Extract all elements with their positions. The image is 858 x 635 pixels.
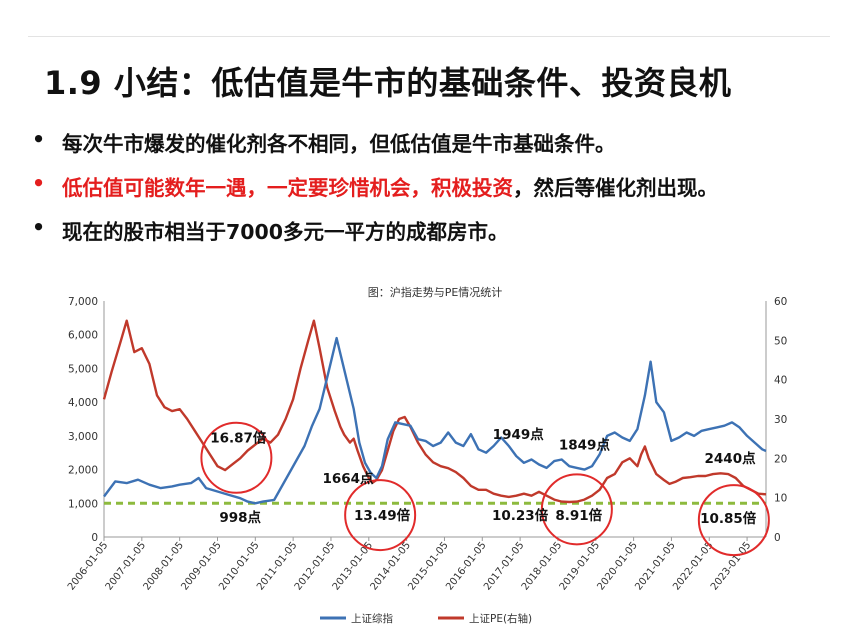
bullet-text: 每次牛市爆发的催化剂各不相同，但低估值是牛市基础条件。 xyxy=(62,132,616,156)
bullet-item: • 低估值可能数年一遇，一定要珍惜机会，积极投资 ，然后等催化剂出现。 xyxy=(28,171,848,215)
annotation-label: 8.91倍 xyxy=(555,507,602,524)
annotation-label: 1849点 xyxy=(559,436,611,453)
bullet-marker: • xyxy=(32,171,46,195)
annotation-label: 10.23倍 xyxy=(492,507,549,524)
slide-title: 1.9 小结：低估值是牛市的基础条件、投资良机 xyxy=(44,64,732,102)
y-right-tick-label: 30 xyxy=(774,414,787,426)
y-right-tick-label: 10 xyxy=(774,493,787,505)
y-right-tick-label: 50 xyxy=(774,335,787,347)
bullet-text: ，然后等催化剂出现。 xyxy=(513,176,718,200)
pe-index-chart: 图：沪指走势与PE情况统计 0 1,000 2,000 3,000 4,000 5,000 6… xyxy=(66,285,787,625)
annotation-label: 16.87倍 xyxy=(210,430,267,447)
header-divider xyxy=(28,36,830,37)
highlight-circle xyxy=(540,473,613,546)
bullet-item: • 现在的股市相当于7000多元一平方的成都房市。 xyxy=(28,215,848,259)
y-left-tick-label: 3,000 xyxy=(68,431,98,443)
y-left-tick-label: 5,000 xyxy=(68,363,98,375)
y-left-tick-label: 7,000 xyxy=(68,296,98,308)
x-tick-label: 2023-01-05 xyxy=(709,540,753,593)
y-left-tick-label: 2,000 xyxy=(68,465,98,477)
annotation-label: 13.49倍 xyxy=(354,507,411,524)
legend-label: 上证PE(右轴) xyxy=(469,612,532,625)
bullet-marker: • xyxy=(32,127,46,151)
y-right-tick-label: 40 xyxy=(774,375,787,387)
y-right-tick-label: 0 xyxy=(774,532,781,544)
highlight-circle xyxy=(200,421,273,494)
series-line-index xyxy=(103,336,767,505)
y-right-tick-label: 60 xyxy=(774,296,787,308)
bullet-list: • 每次牛市爆发的催化剂各不相同，但低估值是牛市基础条件。 • 低估值可能数年一遇，一… xyxy=(28,127,848,259)
legend-label: 上证综指 xyxy=(351,612,393,625)
series-line-pe xyxy=(102,319,767,504)
y-left-tick-label: 6,000 xyxy=(68,330,98,342)
y-left-tick-label: 0 xyxy=(91,532,98,544)
highlight-circle xyxy=(344,479,417,552)
annotation-label: 1949点 xyxy=(493,426,545,443)
highlight-circle xyxy=(697,484,770,557)
annotation-label: 1664点 xyxy=(322,470,374,487)
annotation-label: 2440点 xyxy=(705,450,757,467)
bullet-text: 低估值可能数年一遇，一定要珍惜机会，积极投资 xyxy=(62,176,513,200)
annotation-label: 998点 xyxy=(219,509,261,526)
chart-container: 图：沪指走势与PE情况统计 0 1,000 2,000 3,000 4,000 5,000 6… xyxy=(0,280,858,631)
y-left-tick-label: 1,000 xyxy=(68,498,98,510)
annotation-label: 10.85倍 xyxy=(700,510,757,527)
chart-title: 图：沪指走势与PE情况统计 xyxy=(368,285,503,299)
bullet-marker: • xyxy=(32,215,46,239)
y-left-tick-label: 4,000 xyxy=(68,397,98,409)
bullet-item: • 每次牛市爆发的催化剂各不相同，但低估值是牛市基础条件。 xyxy=(28,127,848,171)
bullet-text: 现在的股市相当于7000多元一平方的成都房市。 xyxy=(62,220,509,244)
y-right-tick-label: 20 xyxy=(774,453,787,465)
